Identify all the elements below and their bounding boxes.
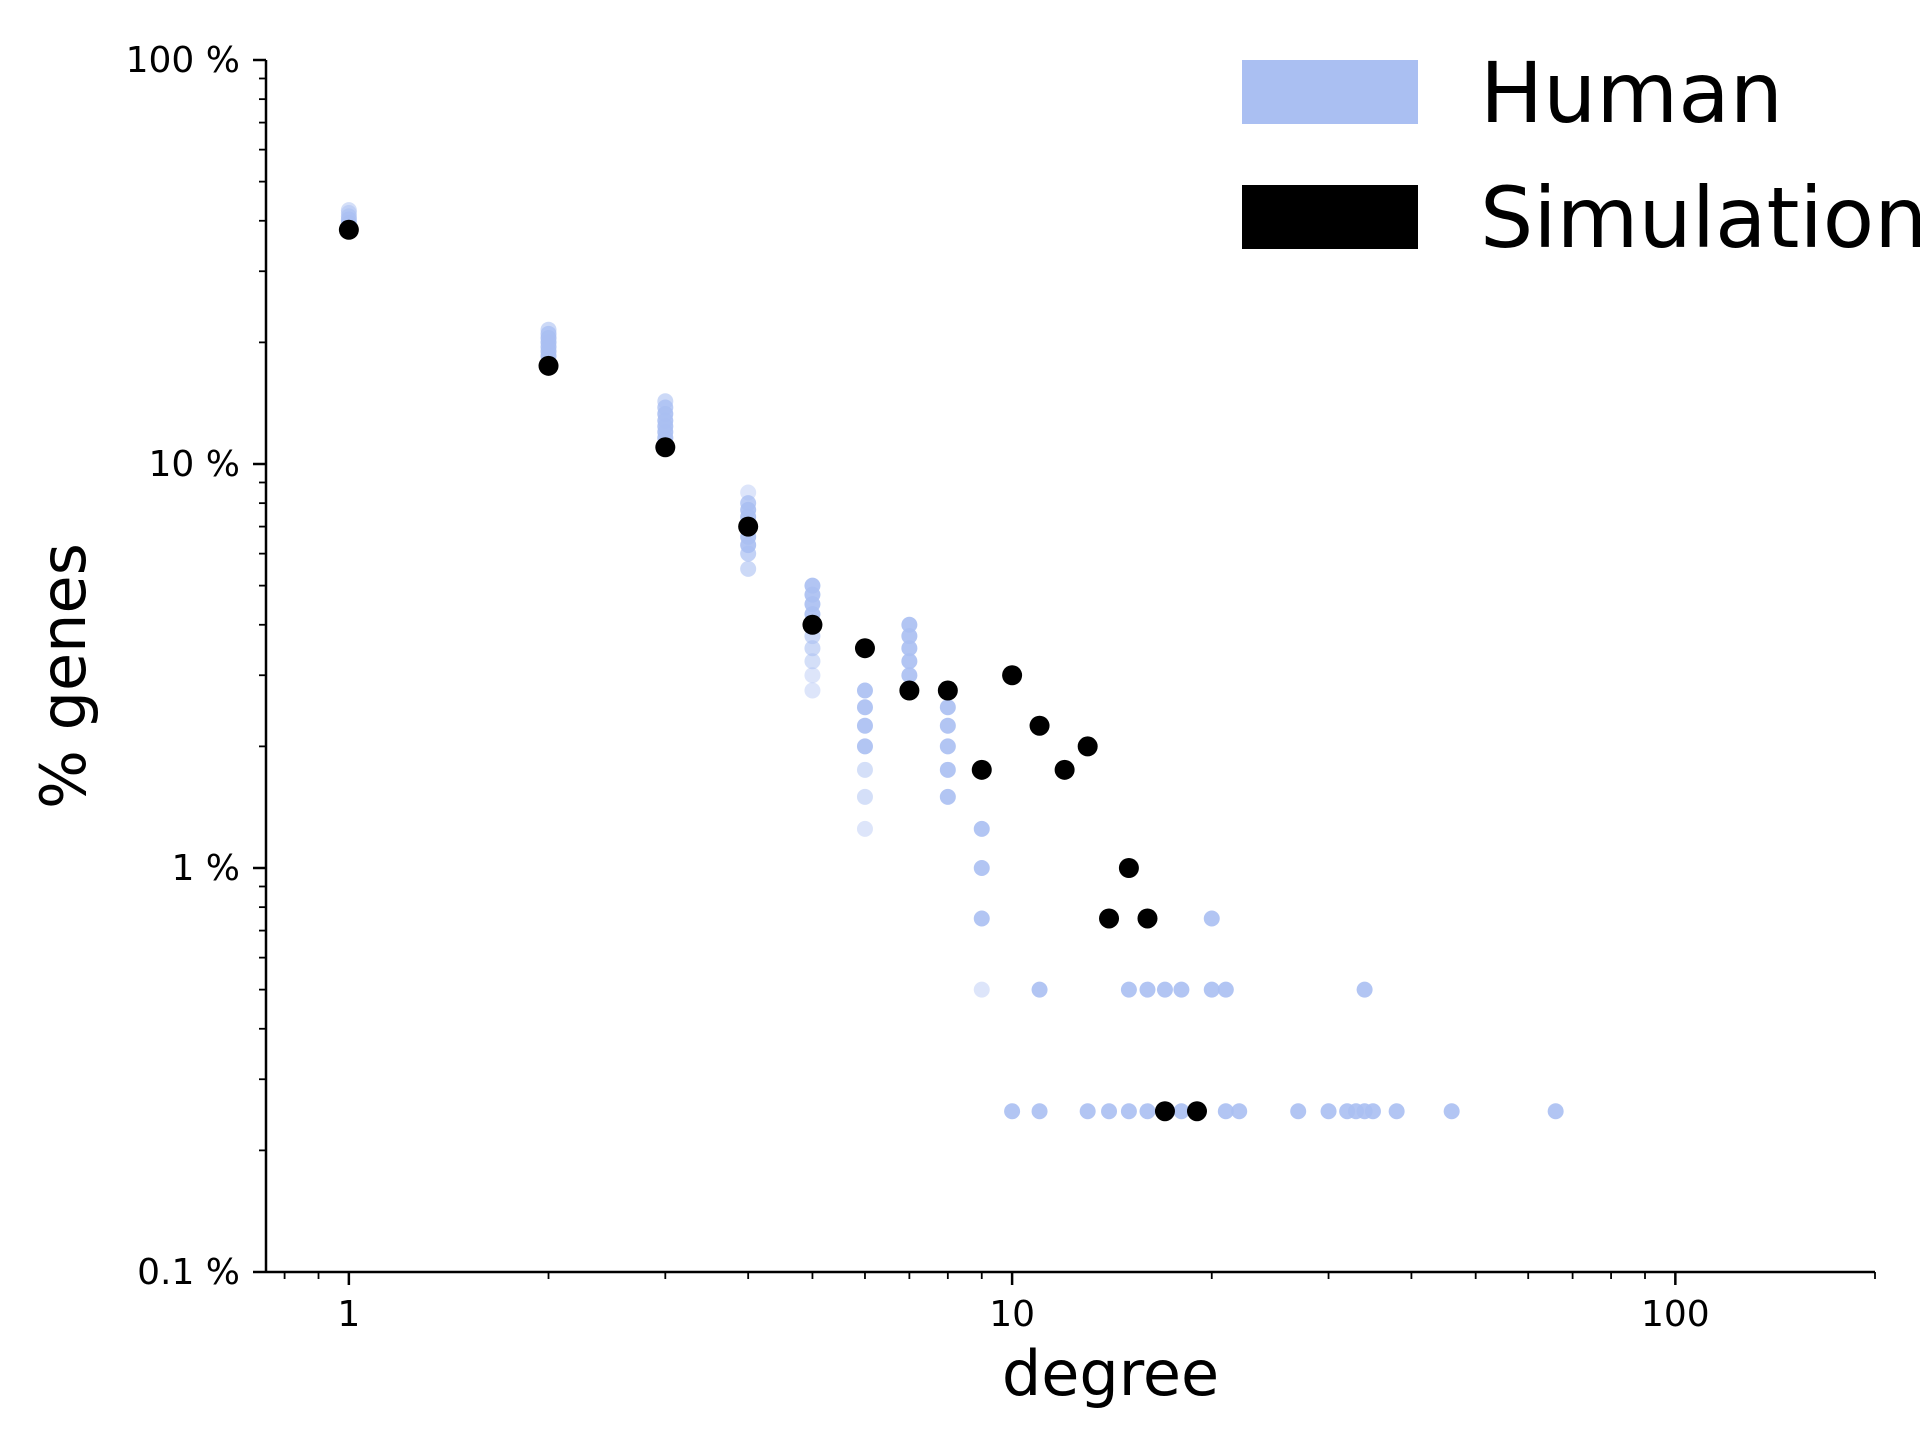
point-human-74 [1231,1103,1248,1120]
point-simulation-8 [971,759,992,780]
point-human-70 [1120,1103,1137,1120]
point-simulation-4 [802,614,823,635]
point-simulation-15 [1137,908,1158,929]
point-human-81 [1388,1103,1405,1120]
point-human-60 [1156,981,1173,998]
series-human [340,202,1564,1120]
point-human-83 [1547,1103,1564,1120]
point-simulation-16 [1154,1101,1175,1122]
point-human-58 [1120,981,1137,998]
point-human-82 [1443,1103,1460,1120]
point-human-72 [1173,1103,1190,1120]
legend: Human Simulation [1242,44,1920,267]
point-human-54 [973,860,990,876]
legend-label-human: Human [1480,44,1783,142]
point-human-48 [939,699,956,716]
x-tick-label: 10 [989,1294,1035,1335]
point-human-40 [856,761,873,778]
point-human-62 [1203,981,1220,998]
point-simulation-9 [1002,665,1023,686]
legend-swatch-simulation [1242,185,1418,249]
point-human-65 [1203,910,1220,927]
point-human-39 [856,738,873,755]
point-human-63 [1217,981,1234,998]
point-human-37 [856,699,873,716]
point-human-42 [856,820,873,837]
point-human-56 [973,981,990,998]
point-human-66 [1004,1103,1021,1120]
legend-swatch-human [1242,60,1418,124]
point-human-80 [1364,1103,1381,1120]
point-simulation-10 [1029,715,1050,736]
y-axis-label: % genes [27,543,100,809]
y-tick-label: 0.1 % [137,1252,240,1293]
point-simulation-0 [338,219,359,240]
point-human-71 [1139,1103,1156,1120]
point-simulation-2 [655,437,676,458]
x-axis-ticks: 1 10 100 [283,1272,1876,1335]
y-axis-ticks: 0.1 % 1 % 10 % 100 % [126,40,266,1293]
point-human-67 [1031,1103,1048,1120]
point-human-32 [804,640,821,657]
point-human-45 [901,640,918,657]
point-human-46 [901,653,918,670]
series-simulation [338,219,1207,1122]
point-simulation-11 [1054,759,1075,780]
point-simulation-13 [1099,908,1120,929]
point-human-73 [1217,1103,1234,1120]
point-human-33 [804,653,821,670]
point-simulation-6 [899,680,920,701]
point-human-38 [856,717,873,734]
point-human-64 [1356,981,1373,998]
point-simulation-7 [937,680,958,701]
point-human-52 [939,788,956,805]
point-human-36 [856,682,873,699]
point-human-59 [1139,981,1156,998]
legend-label-simulation: Simulation [1480,169,1920,267]
point-human-75 [1290,1103,1307,1120]
point-human-53 [973,820,990,837]
point-human-43 [901,616,918,633]
point-human-55 [973,910,990,927]
point-human-41 [856,788,873,805]
point-simulation-17 [1186,1101,1207,1122]
point-human-35 [804,682,821,699]
point-human-68 [1079,1103,1096,1120]
point-human-25 [740,545,757,562]
point-human-50 [939,738,956,755]
point-human-47 [901,667,918,684]
point-human-51 [939,761,956,778]
point-simulation-1 [538,355,559,376]
point-human-61 [1173,981,1190,998]
axes: 1 10 100 0.1 % 1 % 10 % 100 % [126,40,1876,1335]
point-human-76 [1320,1103,1337,1120]
y-tick-label: 10 % [149,444,240,485]
point-human-49 [939,717,956,734]
data-points [338,202,1564,1122]
x-tick-label: 100 [1641,1294,1710,1335]
point-human-69 [1101,1103,1118,1120]
y-tick-label: 100 % [126,40,240,81]
point-simulation-3 [738,516,759,537]
point-human-44 [901,628,918,645]
x-tick-label: 1 [337,1294,360,1335]
point-human-57 [1031,981,1048,998]
x-axis-label: degree [1002,1337,1219,1410]
point-simulation-5 [854,638,875,659]
y-tick-label: 1 % [171,848,240,889]
point-simulation-14 [1118,858,1139,878]
point-human-34 [804,667,821,684]
point-human-26 [740,560,757,577]
point-simulation-12 [1077,736,1098,757]
